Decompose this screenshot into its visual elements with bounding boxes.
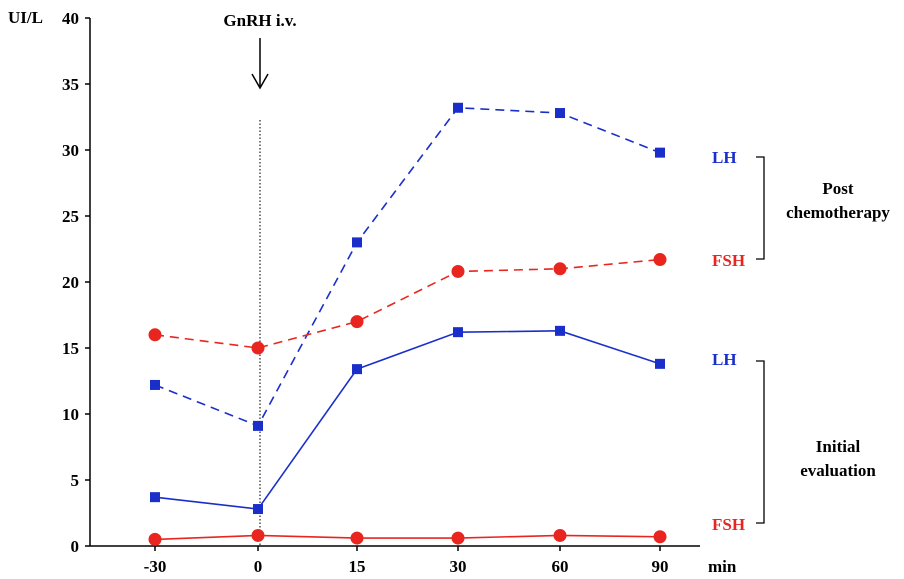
data-point-circle	[553, 262, 567, 276]
y-tick-label: 10	[62, 405, 79, 424]
data-point-square	[555, 325, 565, 336]
data-point-circle	[451, 531, 465, 545]
y-tick-label: 25	[62, 207, 79, 226]
data-point-square	[655, 147, 665, 158]
y-ticks: 0 5 10 15 20 25 30 35 40	[62, 9, 90, 556]
data-point-circle	[653, 530, 667, 544]
y-tick-label: 0	[71, 537, 80, 556]
series-labels: LH FSH LH FSH Post chemotherapy Initial …	[712, 148, 890, 534]
x-tick-label: 0	[254, 557, 263, 576]
data-point-circle	[350, 531, 364, 545]
data-point-square	[253, 420, 263, 431]
y-axis-label: UI/L	[8, 8, 43, 27]
data-point-circle	[451, 264, 465, 278]
data-point-square	[555, 108, 565, 119]
series-2	[150, 325, 665, 515]
x-axis-label: min	[708, 557, 737, 576]
x-ticks: -30 0 15 30 60 90	[144, 546, 669, 576]
group-bracket-initial	[756, 360, 765, 524]
x-tick-label: 60	[552, 557, 569, 576]
data-point-square	[655, 358, 665, 369]
series-1	[148, 253, 667, 355]
series-label-lh-initial: LH	[712, 350, 737, 369]
group-label-initial-line1: Initial	[816, 437, 861, 456]
injection-label: GnRH i.v.	[223, 11, 296, 30]
data-point-circle	[350, 315, 364, 329]
group-label-initial-line2: evaluation	[800, 461, 876, 480]
series-line	[154, 258, 661, 349]
data-point-square	[352, 364, 362, 375]
injection-arrow-head	[251, 73, 269, 90]
group-bracket-post	[756, 156, 765, 260]
data-point-circle	[553, 528, 567, 542]
series-line	[154, 534, 661, 541]
data-point-square	[150, 492, 160, 503]
series-line	[154, 106, 661, 427]
data-point-square	[453, 102, 463, 113]
data-point-square	[352, 237, 362, 248]
x-tick-label: 30	[450, 557, 467, 576]
data-point-circle	[148, 328, 162, 342]
data-point-square	[150, 379, 160, 390]
series-label-fsh-post: FSH	[712, 251, 745, 270]
data-point-circle	[251, 528, 265, 542]
group-label-post-line1: Post	[822, 179, 854, 198]
data-point-circle	[148, 532, 162, 546]
data-point-circle	[653, 253, 667, 267]
y-tick-label: 40	[62, 9, 79, 28]
y-tick-label: 5	[71, 471, 80, 490]
y-tick-label: 20	[62, 273, 79, 292]
series-0	[150, 102, 665, 431]
y-tick-label: 15	[62, 339, 79, 358]
group-label-post-line2: chemotherapy	[786, 203, 890, 222]
x-tick-label: -30	[144, 557, 167, 576]
gnrh-annotation: GnRH i.v.	[223, 11, 297, 546]
series-3	[148, 528, 667, 546]
series-line	[154, 330, 661, 510]
y-tick-label: 30	[62, 141, 79, 160]
x-tick-label: 15	[349, 557, 366, 576]
series-label-fsh-initial: FSH	[712, 515, 745, 534]
data-point-square	[253, 504, 263, 515]
axes: 0 5 10 15 20 25 30 35 40 -30 0 15 30 60 90 UI/L min	[8, 8, 737, 576]
data-point-square	[453, 327, 463, 338]
y-tick-label: 35	[62, 75, 79, 94]
data-point-circle	[251, 341, 265, 355]
series-layer	[148, 102, 667, 546]
series-label-lh-post: LH	[712, 148, 737, 167]
x-tick-label: 90	[652, 557, 669, 576]
